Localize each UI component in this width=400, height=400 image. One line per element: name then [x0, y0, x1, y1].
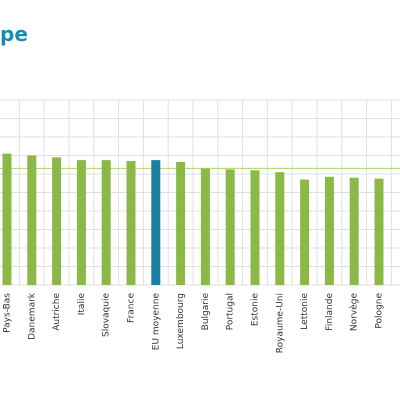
x-tick-label: EU moyenne	[151, 293, 161, 351]
bar-portugal	[225, 169, 235, 285]
x-tick-label: Autriche	[52, 293, 62, 331]
x-tick-label: Lettonie	[300, 293, 310, 330]
bar-italie	[76, 160, 86, 285]
x-tick-label: Norvège	[349, 293, 360, 332]
x-tick-label: Slovaquie	[102, 293, 112, 337]
bar-france	[126, 161, 136, 285]
x-tick-label: Italie	[77, 293, 87, 316]
x-tick-label: Estonie	[251, 293, 261, 327]
x-tick-label: Luxembourg	[176, 293, 186, 349]
x-tick-label: Pays-Bas	[3, 293, 13, 333]
x-tick-label: Portugal	[226, 293, 236, 330]
grid-lines	[0, 99, 400, 286]
x-tick-labels: Pays-Bas Danemark Autriche Italie Slovaquie F…	[3, 292, 385, 353]
bar-pays-bas	[2, 153, 12, 285]
x-tick-label: France	[127, 293, 137, 323]
bar-luxembourg	[176, 161, 186, 285]
bar-eu-moyenne	[151, 160, 161, 285]
bar-bulgarie	[200, 168, 210, 285]
x-tick-label: Danemark	[27, 292, 37, 340]
bar-pologne	[374, 178, 384, 285]
bar-norv-ge	[349, 177, 359, 285]
x-tick-label: Finlande	[325, 293, 335, 331]
x-tick-label: Bulgarie	[201, 293, 211, 331]
bars	[2, 153, 384, 285]
bar-slovaquie	[101, 160, 111, 285]
bar-estonie	[250, 170, 260, 285]
bar-danemark	[27, 155, 37, 285]
bar-autriche	[52, 157, 62, 285]
chart-title: pe	[0, 22, 28, 46]
bar-finlande	[324, 176, 334, 285]
bar-lettonie	[300, 179, 310, 285]
x-tick-label: Pologne	[375, 293, 385, 329]
x-tick-label: Royaume-Uni	[275, 293, 285, 353]
bar-royaume-uni	[275, 172, 285, 285]
